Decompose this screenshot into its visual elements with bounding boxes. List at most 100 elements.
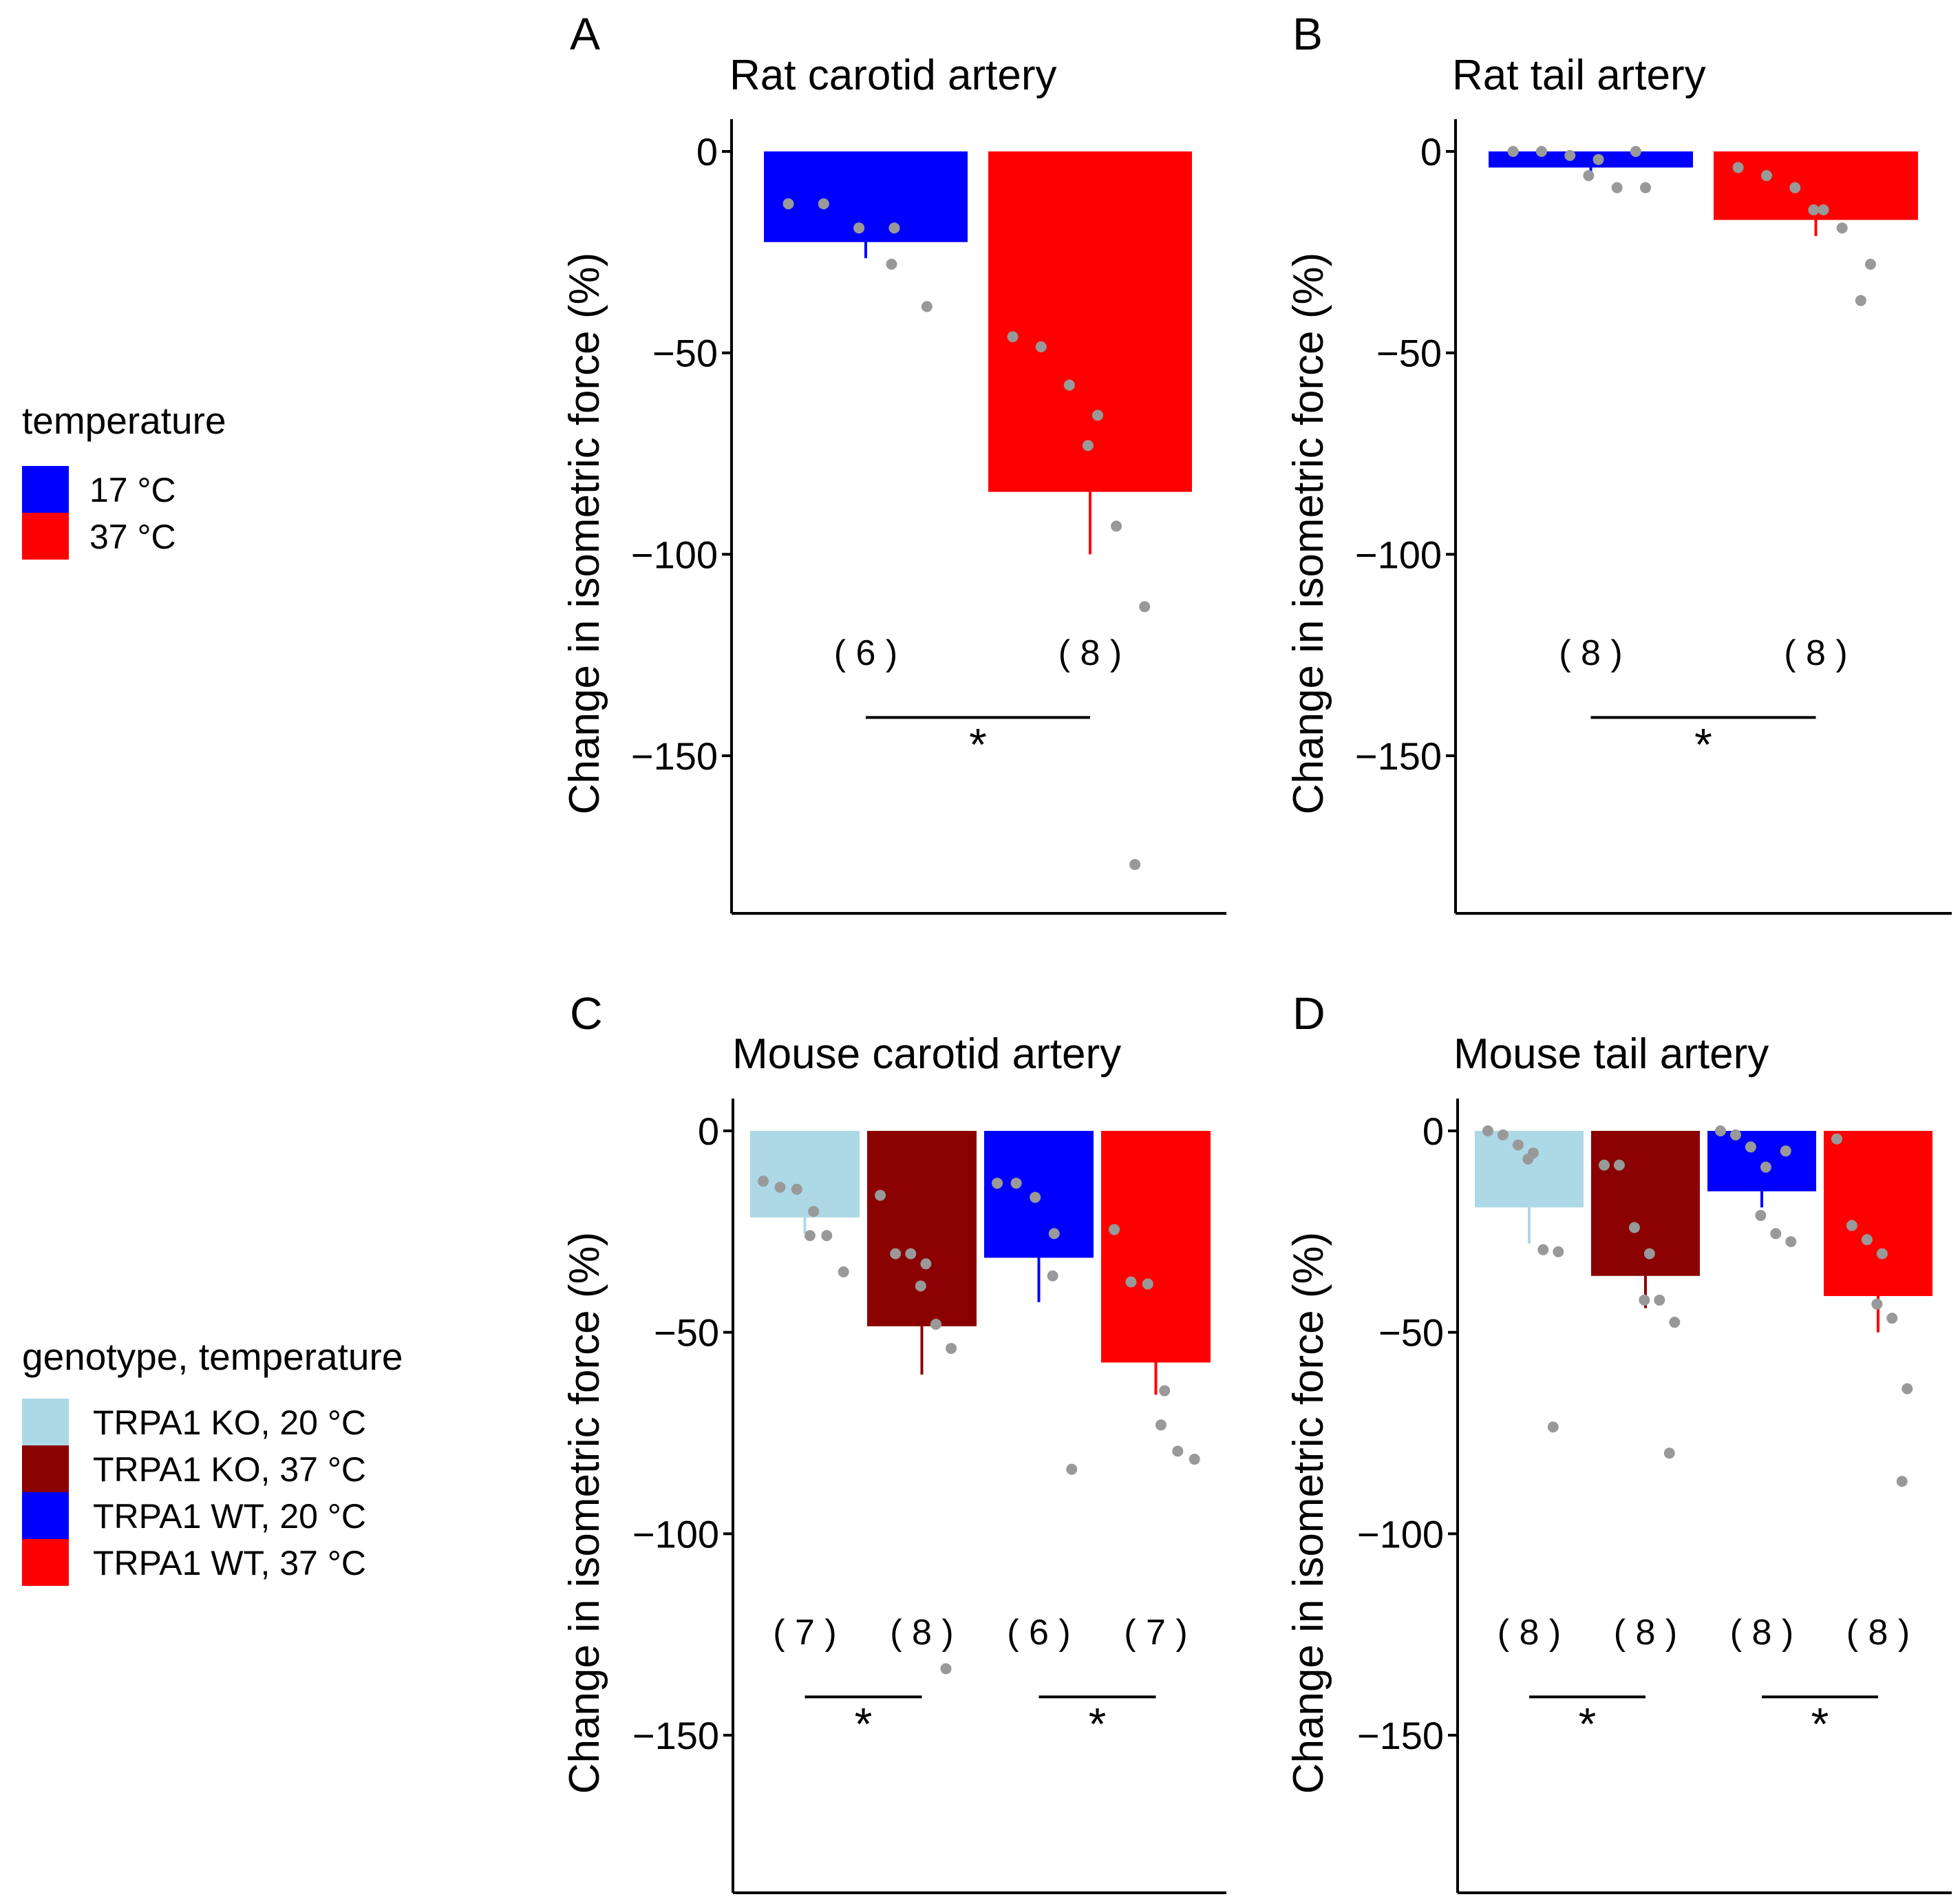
panel-letter: C [570,988,603,1039]
legend-label: 37 °C [89,518,176,556]
y-tick-label: −150 [632,1714,719,1757]
data-point [1155,1419,1167,1431]
legend-key-swatch [22,1445,69,1492]
data-point [1142,1278,1153,1290]
data-point [1047,1270,1058,1282]
y-tick-label: 0 [1420,130,1442,173]
data-point [1063,379,1075,391]
data-point [758,1176,769,1187]
bar-trpa1-ko-20-c [1475,1131,1584,1208]
y-tick-label: −150 [631,734,718,778]
data-point [992,1178,1003,1189]
data-point [1535,146,1547,157]
data-point [1628,1222,1640,1233]
data-point [946,1343,957,1355]
data-point [1871,1298,1883,1310]
data-point [1785,1235,1797,1247]
legend-2: genotype, temperature TRPA1 KO, 20 °C TRPA… [22,1335,403,1586]
bar-trpa1-wt-37-c [1824,1131,1932,1296]
y-tick-label: −100 [632,1512,719,1556]
sample-size-label: ( 8 ) [1784,633,1847,673]
data-point [782,198,794,210]
panels: A Rat carotid artery Change in isometric f… [561,8,1952,1894]
legend-label: TRPA1 WT, 20 °C [93,1497,366,1536]
y-tick-label: 0 [1423,1110,1444,1153]
y-tick-label: −50 [654,1311,719,1355]
legend-label: TRPA1 KO, 20 °C [93,1403,366,1442]
data-point [1630,146,1641,157]
y-tick-label: 0 [698,1110,719,1153]
data-point [1654,1294,1665,1306]
data-point [1861,1234,1873,1246]
data-point [1780,1145,1791,1157]
data-point [1846,1220,1857,1231]
legend-label: TRPA1 WT, 37 °C [93,1544,366,1582]
sample-size-label: ( 8 ) [1559,633,1622,673]
data-point [1139,601,1151,613]
data-point [1082,440,1094,452]
data-point [1007,331,1019,343]
y-tick-label: −50 [1378,1311,1444,1355]
legend-key-swatch [22,1539,69,1586]
data-point [1902,1383,1913,1394]
data-point [1663,1447,1675,1459]
data-point [1818,204,1829,215]
data-point [888,222,900,234]
panel-title: Rat carotid artery [729,52,1057,99]
data-point [1639,182,1651,193]
data-point [1836,222,1848,234]
data-point [1091,410,1103,421]
data-point [921,301,933,312]
data-point [1760,1161,1771,1173]
legend-label: TRPA1 KO, 37 °C [93,1450,366,1489]
legend-key-swatch [22,1399,69,1445]
data-point [808,1206,820,1218]
data-point [1583,170,1595,182]
y-tick-label: −150 [1355,734,1442,778]
sample-size-label: ( 8 ) [1498,1613,1561,1653]
data-point [1030,1191,1041,1203]
significance-star: * [969,719,987,770]
panel-letter: A [570,8,600,59]
panel-title: Mouse carotid artery [732,1030,1121,1078]
data-point [838,1266,849,1277]
data-point [804,1230,816,1242]
data-point [1789,182,1801,193]
data-point [1639,1294,1650,1306]
data-point [1831,1133,1842,1145]
data-point [791,1183,802,1195]
y-tick-label: 0 [696,130,718,173]
sample-size-label: ( 8 ) [1846,1613,1910,1653]
bar-17-c [764,151,968,242]
data-point [905,1248,917,1260]
sample-size-label: ( 8 ) [1058,633,1122,673]
y-tick-label: −100 [1355,533,1442,576]
data-point [1886,1313,1898,1324]
bar-trpa1-ko-37-c [867,1131,977,1326]
data-point [1669,1317,1681,1328]
data-point [1760,170,1772,182]
legend-1: temperature 17 °C 37 °C [22,399,226,560]
legends: temperature 17 °C 37 °C genotype, temperatu… [22,399,403,1586]
data-point [1745,1141,1756,1153]
sample-size-label: ( 8 ) [890,1613,953,1653]
data-point [818,198,829,210]
significance-star: * [1579,1698,1597,1749]
y-tick-label: −100 [631,533,718,576]
y-tick-label: −50 [1376,332,1442,375]
significance-star: * [1089,1698,1107,1749]
data-point [1564,149,1576,161]
data-point [1855,295,1866,306]
data-point [940,1663,952,1675]
bar-trpa1-wt-20-c [1707,1131,1816,1191]
bar-37-c [988,151,1192,492]
panel-b: B Rat tail artery Change in isometric forc… [1285,8,1952,915]
significance-star: * [1811,1698,1829,1749]
data-point [920,1258,932,1270]
bar-trpa1-wt-37-c [1101,1131,1211,1363]
sample-size-label: ( 6 ) [834,633,897,673]
data-point [774,1181,786,1193]
y-axis-label: Change in isometric force (%) [561,1232,608,1794]
data-point [875,1189,886,1201]
